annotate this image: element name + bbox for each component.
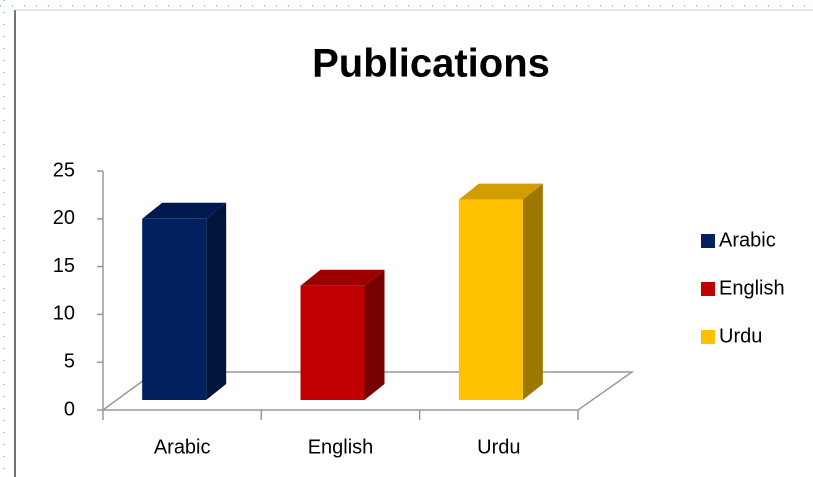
- bar-top: [300, 269, 385, 286]
- legend-swatch: [701, 330, 715, 344]
- legend-swatch: [701, 282, 715, 296]
- bar-front: [300, 285, 365, 400]
- chart-title: Publications: [312, 42, 550, 86]
- bar-side: [364, 269, 385, 400]
- legend-label: Urdu: [719, 325, 762, 347]
- y-tick-label: 20: [53, 207, 75, 229]
- x-tick-label: Urdu: [477, 436, 520, 458]
- y-tick-label: 0: [64, 398, 75, 420]
- y-tick-label: 10: [53, 303, 75, 325]
- legend-swatch: [701, 234, 715, 248]
- bar-side: [522, 183, 543, 400]
- x-tick-label: Arabic: [154, 436, 211, 458]
- y-tick-label: 15: [53, 255, 75, 277]
- bar: [142, 202, 227, 400]
- bar-front: [142, 218, 207, 400]
- bar-front: [458, 199, 523, 400]
- bar-side: [206, 202, 227, 400]
- legend-label: Arabic: [719, 229, 776, 251]
- bar-top: [142, 202, 227, 219]
- legend-label: English: [719, 277, 785, 299]
- y-tick-label: 25: [53, 159, 75, 181]
- bar: [458, 183, 543, 400]
- bar-top: [458, 183, 543, 200]
- y-tick-label: 5: [64, 350, 75, 372]
- bar: [300, 269, 385, 400]
- x-tick-label: English: [308, 436, 374, 458]
